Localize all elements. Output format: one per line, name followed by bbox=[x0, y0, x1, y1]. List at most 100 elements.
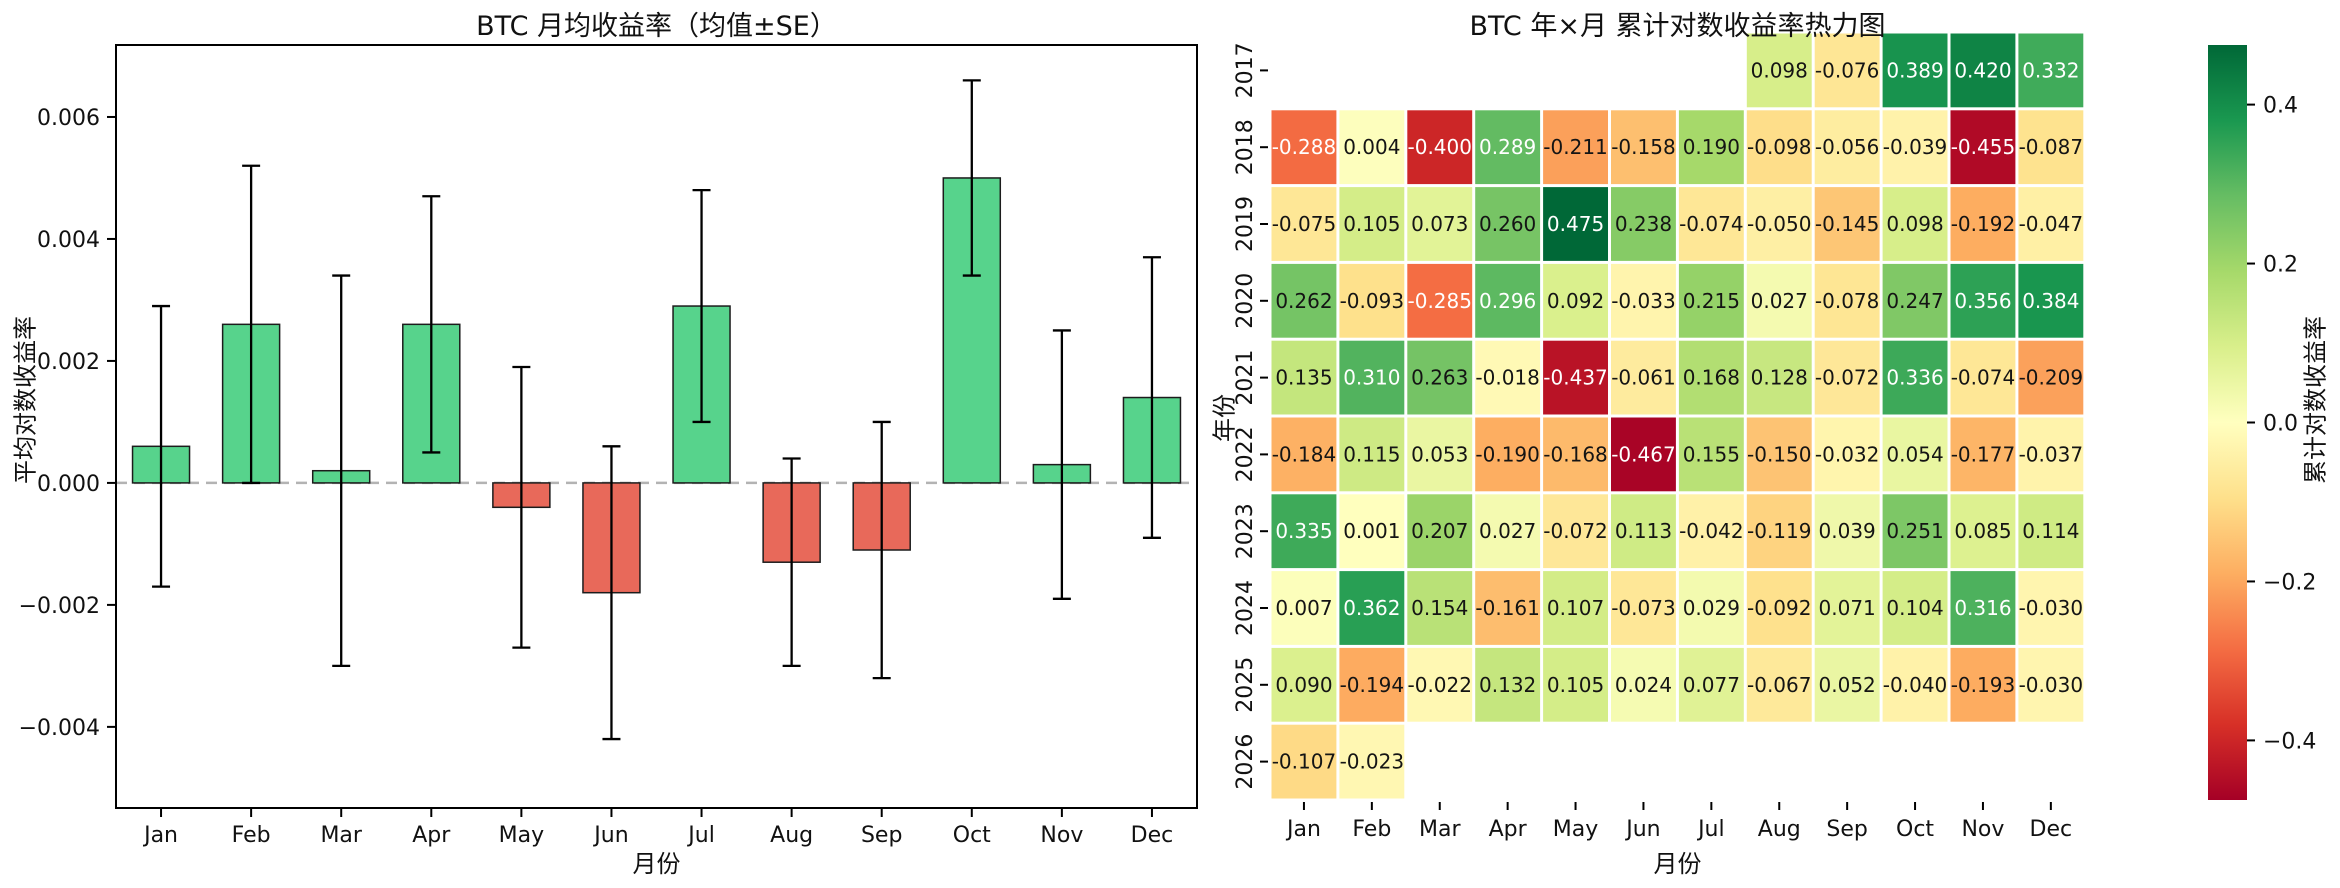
heatmap-cell-2024-May bbox=[1543, 571, 1608, 645]
heatmap-cell-value: -0.193 bbox=[1951, 673, 2015, 697]
heatmap-cell-2022-Feb bbox=[1339, 417, 1405, 492]
heatmap-cell-2022-Mar bbox=[1407, 417, 1473, 492]
month-tick-label: Oct bbox=[1896, 817, 1934, 842]
heatmap-cell-2025-Dec bbox=[2018, 647, 2084, 722]
heatmap-cell-2025-Jul bbox=[1678, 647, 1744, 722]
heatmap-cell-2024-Jun bbox=[1611, 571, 1676, 645]
heatmap-cell-2021-May bbox=[1543, 340, 1608, 415]
left-chart-title: BTC 月均收益率（均值±SE） bbox=[476, 11, 837, 42]
colorbar-tick-label: 0.0 bbox=[2263, 412, 2298, 437]
heatmap-cell-value: 0.077 bbox=[1683, 673, 1740, 697]
heatmap-cell-2024-Aug bbox=[1746, 571, 1812, 645]
heatmap-cell-value: 0.168 bbox=[1683, 366, 1740, 390]
heatmap-cell-value: -0.039 bbox=[1883, 135, 1947, 159]
heatmap-cell-2019-Mar bbox=[1407, 187, 1473, 261]
heatmap-cell-value: -0.018 bbox=[1475, 366, 1539, 390]
heatmap-cell-2018-May bbox=[1543, 110, 1608, 185]
heatmap-cell-value: 0.384 bbox=[2022, 289, 2079, 313]
heatmap-cell-value: -0.093 bbox=[1340, 289, 1404, 313]
heatmap-cell-value: -0.032 bbox=[1815, 442, 1879, 466]
heatmap-cell-value: -0.285 bbox=[1408, 289, 1472, 313]
heatmap-cell-2020-Nov bbox=[1950, 263, 2016, 338]
heatmap-cell-value: -0.050 bbox=[1747, 212, 1811, 236]
colorbar bbox=[2208, 45, 2247, 800]
heatmap-cell-2024-Feb bbox=[1339, 571, 1405, 645]
month-tick-label: Sep bbox=[1826, 817, 1867, 842]
heatmap-cell-value: 0.155 bbox=[1683, 442, 1740, 466]
heatmap-cell-2025-Nov bbox=[1950, 647, 2016, 722]
heatmap-cell-value: -0.074 bbox=[1679, 212, 1743, 236]
heatmap-cell-value: -0.075 bbox=[1272, 212, 1336, 236]
heatmap-cell-value: 0.098 bbox=[1751, 58, 1808, 82]
heatmap-cell-2023-Dec bbox=[2018, 494, 2084, 569]
heatmap-cell-2023-Feb bbox=[1339, 494, 1405, 569]
heatmap-cell-2021-Aug bbox=[1746, 340, 1812, 415]
heatmap-cell-value: -0.040 bbox=[1883, 673, 1947, 697]
heatmap-cell-2022-Nov bbox=[1950, 417, 2016, 492]
month-tick-label: Aug bbox=[1758, 817, 1801, 842]
heatmap-cell-value: -0.023 bbox=[1340, 750, 1404, 774]
x-tick-label: Feb bbox=[232, 823, 271, 848]
heatmap-cell-value: -0.190 bbox=[1475, 442, 1539, 466]
year-tick-label: 2019 bbox=[1233, 196, 1258, 252]
heatmap-cell-2023-Jul bbox=[1678, 494, 1744, 569]
heatmap-cell-value: -0.022 bbox=[1408, 673, 1472, 697]
x-tick-label: Mar bbox=[320, 823, 362, 848]
heatmap-cell-2022-Apr bbox=[1475, 417, 1541, 492]
y-tick-label: −0.004 bbox=[19, 716, 100, 741]
x-tick-label: Apr bbox=[412, 823, 451, 848]
heatmap-cell-2021-Jan bbox=[1271, 340, 1337, 415]
heatmap-cell-2021-Mar bbox=[1407, 340, 1473, 415]
heatmap-cell-2019-Jun bbox=[1611, 187, 1676, 261]
heatmap-cell-value: 0.263 bbox=[1411, 366, 1468, 390]
heatmap-cell-value: -0.400 bbox=[1408, 135, 1472, 159]
heatmap-cell-value: -0.194 bbox=[1340, 673, 1404, 697]
heatmap-cell-value: 0.310 bbox=[1343, 366, 1400, 390]
heatmap-cell-value: 0.085 bbox=[1954, 519, 2011, 543]
heatmap-cell-value: 0.098 bbox=[1886, 212, 1943, 236]
heatmap-cell-2018-Jun bbox=[1611, 110, 1676, 185]
year-tick-label: 2026 bbox=[1233, 734, 1258, 790]
y-tick-label: 0.004 bbox=[37, 228, 100, 253]
colorbar-tick-label: −0.2 bbox=[2263, 570, 2316, 595]
heatmap-cell-2024-Mar bbox=[1407, 571, 1473, 645]
year-tick-label: 2022 bbox=[1233, 426, 1258, 482]
heatmap-cell-2020-Jan bbox=[1271, 263, 1337, 338]
colorbar-tick-label: 0.4 bbox=[2263, 94, 2298, 119]
heatmap-cell-value: 0.260 bbox=[1479, 212, 1536, 236]
right-chart-title: BTC 年×月 累计对数收益率热力图 bbox=[1469, 11, 1886, 42]
heatmap-cell-2018-Jan bbox=[1271, 110, 1337, 185]
month-tick-label: Mar bbox=[1419, 817, 1461, 842]
month-tick-label: Dec bbox=[2030, 817, 2073, 842]
heatmap-cell-value: 0.207 bbox=[1411, 519, 1468, 543]
heatmap-cell-value: -0.056 bbox=[1815, 135, 1879, 159]
heatmap-cell-2021-Feb bbox=[1339, 340, 1405, 415]
heatmap-cell-2022-Sep bbox=[1814, 417, 1880, 492]
heatmap-cell-value: -0.107 bbox=[1272, 750, 1336, 774]
heatmap-cell-2025-Mar bbox=[1407, 647, 1473, 722]
heatmap-cell-value: -0.042 bbox=[1679, 519, 1743, 543]
heatmap-cell-value: 0.475 bbox=[1547, 212, 1604, 236]
heatmap-cell-2018-Jul bbox=[1678, 110, 1744, 185]
heatmap-cell-value: 0.027 bbox=[1479, 519, 1536, 543]
colorbar-label: 累计对数收益率 bbox=[2301, 316, 2330, 484]
heatmap-cell-2025-Oct bbox=[1882, 647, 1948, 722]
heatmap-cell-2017-Nov bbox=[1950, 33, 2016, 108]
heatmap-cell-2018-Sep bbox=[1814, 110, 1880, 185]
heatmap-cell-2022-Jul bbox=[1678, 417, 1744, 492]
heatmap-cell-2021-Dec bbox=[2018, 340, 2084, 415]
year-tick-label: 2018 bbox=[1233, 119, 1258, 175]
heatmap-cell-value: 0.073 bbox=[1411, 212, 1468, 236]
heatmap-cell-value: 0.356 bbox=[1954, 289, 2011, 313]
year-tick-label: 2020 bbox=[1233, 273, 1258, 329]
heatmap-cell-value: -0.061 bbox=[1611, 366, 1675, 390]
colorbar-tick-label: 0.2 bbox=[2263, 253, 2298, 278]
heatmap-cell-value: 0.105 bbox=[1547, 673, 1604, 697]
year-tick-label: 2023 bbox=[1233, 503, 1258, 559]
x-tick-label: Oct bbox=[953, 823, 991, 848]
x-tick-label: Sep bbox=[861, 823, 902, 848]
heatmap-cell-2020-Jul bbox=[1678, 263, 1744, 338]
heatmap-cell-value: 0.104 bbox=[1886, 596, 1943, 620]
